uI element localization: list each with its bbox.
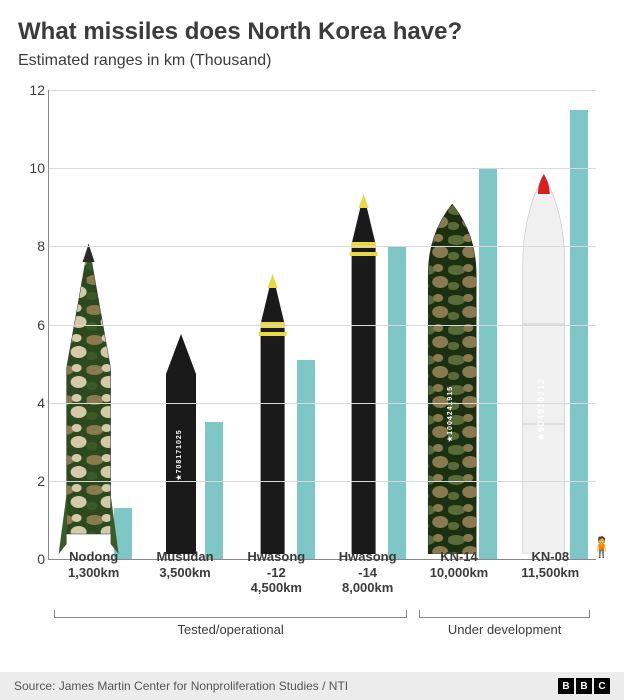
svg-text:★708171025: ★708171025 (175, 429, 183, 480)
range-bar (297, 360, 315, 559)
bbc-logo: B B C (558, 678, 610, 694)
gridline (49, 168, 596, 169)
missile-illustration: ★904910212 (513, 174, 575, 559)
gridline (49, 325, 596, 326)
x-axis-label: Hwasong-124,500km (231, 549, 322, 596)
gridline (49, 403, 596, 404)
x-axis-label: KN-0811,500km (505, 549, 596, 596)
y-tick-label: 10 (21, 160, 45, 176)
missile-illustration: ★1004241915 (418, 204, 486, 559)
x-axis-label: KN-1410,000km (413, 549, 504, 596)
x-axis-label: Musudan3,500km (139, 549, 230, 596)
range-bar (205, 422, 223, 559)
svg-text:★904910212: ★904910212 (536, 378, 546, 441)
x-axis-label: Hwasong-148,000km (322, 549, 413, 596)
gridline (49, 246, 596, 247)
bbc-b1: B (558, 678, 574, 694)
chart-area: ★708171025 ★1004241915★904910212 0246810… (48, 90, 596, 590)
missile-illustration: ★708171025 (156, 334, 206, 559)
group-bracket: Under development (413, 610, 596, 637)
y-tick-label: 2 (21, 473, 45, 489)
svg-text:★1004241915: ★1004241915 (446, 386, 454, 442)
missile-illustration (342, 194, 386, 559)
source-text: Source: James Martin Center for Nonproli… (14, 679, 348, 693)
bbc-b2: B (576, 678, 592, 694)
missile-illustration (56, 244, 120, 559)
footer: Source: James Martin Center for Nonproli… (0, 672, 624, 700)
x-axis-labels: Nodong1,300kmMusudan3,500kmHwasong-124,5… (48, 549, 596, 596)
y-tick-label: 6 (21, 317, 45, 333)
y-tick-label: 12 (21, 82, 45, 98)
y-tick-label: 0 (21, 551, 45, 567)
gridline (49, 481, 596, 482)
bbc-c: C (594, 678, 610, 694)
chart-title: What missiles does North Korea have? (18, 18, 606, 46)
y-tick-label: 8 (21, 238, 45, 254)
missile-illustration (251, 274, 295, 559)
chart-subtitle: Estimated ranges in km (Thousand) (18, 52, 606, 70)
y-tick-label: 4 (21, 395, 45, 411)
plot-area: ★708171025 ★1004241915★904910212 0246810… (48, 90, 596, 560)
group-bracket: Tested/operational (48, 610, 413, 637)
group-brackets: Tested/operationalUnder development (48, 610, 596, 640)
x-axis-label: Nodong1,300km (48, 549, 139, 596)
gridline (49, 90, 596, 91)
